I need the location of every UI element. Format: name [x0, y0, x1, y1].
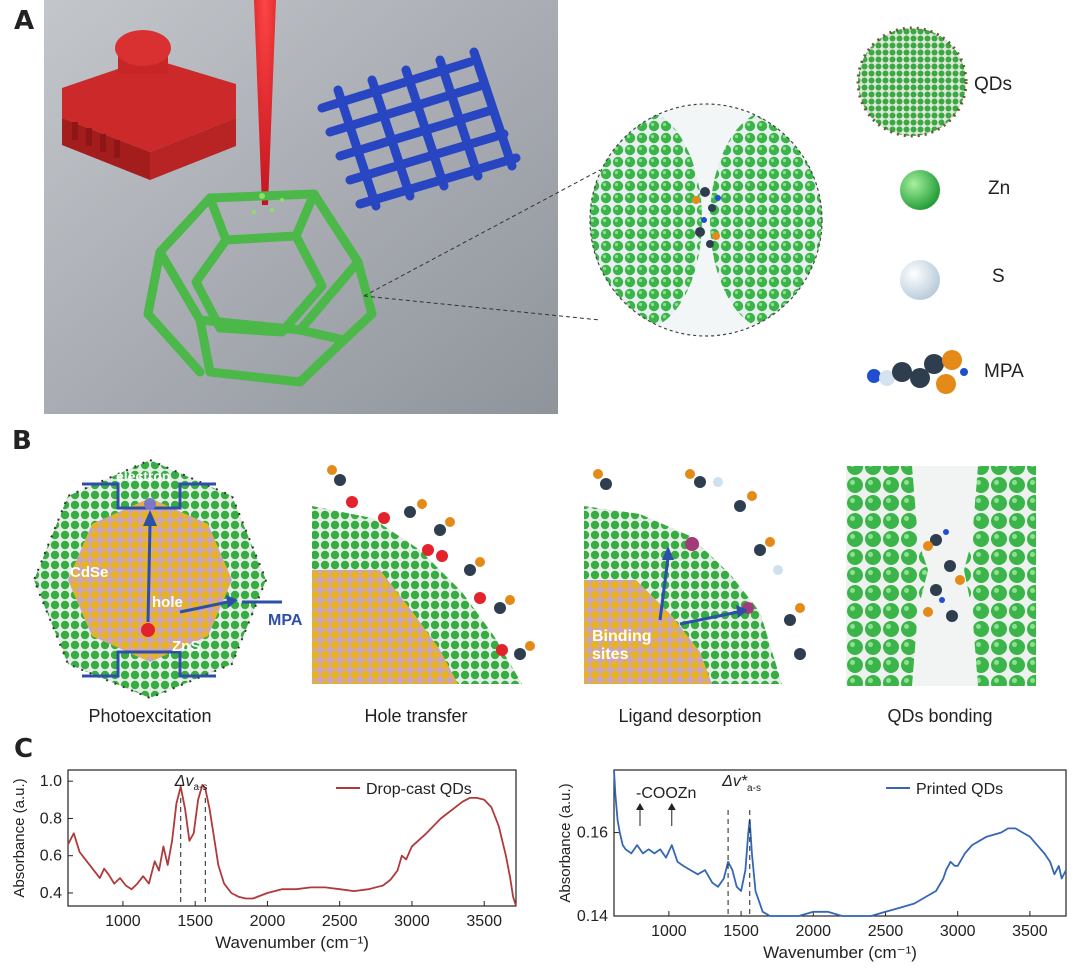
s-atom-icon: [900, 260, 940, 300]
x-tick-label: 3500: [1012, 923, 1048, 940]
plot-frame: [67, 769, 517, 907]
x-tick-label: 2000: [250, 913, 286, 930]
label-electron: electron: [116, 468, 171, 484]
caption-hole-transfer: Hole transfer: [364, 706, 468, 726]
label-mpa-ligand: MPA: [268, 612, 303, 629]
caption-photoexcitation: Photoexcitation: [88, 706, 212, 726]
legend-label-s: S: [992, 266, 1005, 287]
chart-2: 1000 1500 2000 2500 3000 3500 0.14 0.16 Wavenumb…: [557, 769, 1067, 962]
caption-qds-bonding: QDs bonding: [887, 706, 993, 726]
x-tick-label: 2000: [795, 923, 831, 940]
hole-transfer-lattice: [312, 465, 535, 684]
blue-woodpile-lattice: [317, 47, 521, 211]
qds-bonding-lattice: [846, 466, 1036, 686]
panel-a-illustration: [44, 0, 968, 414]
label-cdse: CdSe: [70, 564, 109, 581]
ligand-desorption-lattice: [584, 469, 806, 684]
qd-legend-icon: [858, 28, 966, 136]
panel-c-charts: 1000 1500 2000 2500 3000 3500 0.4 0.6 0.8 1.0 Wave…: [11, 769, 1067, 962]
zoom-line-bottom: [363, 295, 601, 321]
panel-letter-b: B: [12, 426, 32, 456]
y-tick-label: 0.4: [40, 885, 62, 902]
laser-beam: [254, 0, 276, 205]
x-tick-label: 3000: [940, 923, 976, 940]
x-tick-label: 1500: [723, 923, 759, 940]
y-tick-label: 0.14: [577, 908, 608, 925]
y-tick-label: 0.16: [577, 825, 608, 842]
print-sparkles: [252, 193, 284, 214]
panel-b-illustration: [32, 458, 1036, 700]
mpa-molecule-icon: [867, 350, 968, 394]
y-tick-label: 0.8: [40, 810, 62, 827]
y-axis-label: Absorbance (a.u.): [11, 778, 28, 897]
delta-annotation: Δva-s: [174, 773, 208, 793]
caption-ligand-desorption: Ligand desorption: [618, 706, 762, 726]
delta-star-annotation: Δv*a-s: [721, 773, 761, 794]
photoexcitation-qd: [32, 458, 282, 700]
y-tick-label: 1.0: [40, 773, 62, 790]
y-tick-label: 0.6: [40, 848, 62, 865]
series-line: [67, 784, 517, 907]
zoom-line-top: [363, 169, 601, 297]
arrow-head: [667, 803, 676, 810]
x-tick-label: 1000: [651, 923, 687, 940]
panel-letter-a: A: [14, 6, 35, 36]
label-zns: ZnS: [172, 638, 201, 655]
chart-1: 1000 1500 2000 2500 3000 3500 0.4 0.6 0.8 1.0 Wave…: [11, 769, 517, 952]
legend-label-zn: Zn: [988, 178, 1011, 199]
coozn-annotation: -COOZn: [636, 785, 696, 802]
label-binding-sites: Binding sites: [592, 628, 652, 664]
y-axis-label: Absorbance (a.u.): [557, 783, 574, 902]
x-axis-label: Wavenumber (cm⁻¹): [215, 933, 369, 952]
label-sites: sites: [592, 646, 629, 663]
series-line: [613, 769, 1067, 917]
panel-letter-c: C: [14, 734, 34, 764]
legend-label: Printed QDs: [916, 781, 1003, 798]
x-tick-label: 3500: [466, 913, 502, 930]
x-axis-label: Wavenumber (cm⁻¹): [763, 943, 917, 962]
label-hole: hole: [152, 594, 183, 611]
red-building-model: [62, 30, 236, 180]
x-tick-label: 3000: [394, 913, 430, 930]
x-tick-label: 2500: [868, 923, 904, 940]
zoom-circle-outline: [589, 103, 823, 337]
x-tick-label: 1500: [177, 913, 213, 930]
zn-atom-icon: [900, 170, 940, 210]
zoom-circle-lattice: [590, 104, 822, 336]
arrow-head: [635, 803, 644, 810]
x-tick-label: 2500: [322, 913, 358, 930]
legend-label-qds: QDs: [974, 74, 1012, 95]
x-tick-label: 1000: [105, 913, 141, 930]
green-dodecahedron: [143, 189, 377, 387]
label-binding: Binding: [592, 628, 652, 645]
legend-label: Drop-cast QDs: [366, 781, 472, 798]
legend-label-mpa: MPA: [984, 361, 1024, 382]
